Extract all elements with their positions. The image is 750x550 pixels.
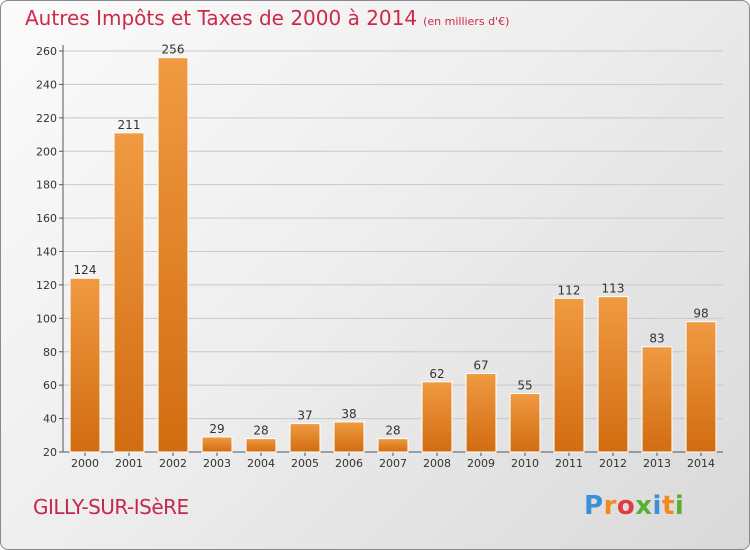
x-tick-label: 2002	[159, 457, 187, 470]
data-label: 124	[74, 263, 97, 277]
y-tick-label: 100	[36, 312, 57, 325]
bar-2008	[421, 381, 453, 453]
x-tick-label: 2001	[115, 457, 143, 470]
bar-2006	[333, 421, 365, 453]
data-label: 38	[341, 407, 356, 421]
logo-letter: r	[603, 491, 617, 521]
logo-letter: x	[635, 491, 653, 521]
x-tick-label: 2004	[247, 457, 275, 470]
data-label: 55	[517, 379, 532, 393]
y-tick-label: 40	[43, 413, 57, 426]
y-tick-label: 160	[36, 212, 57, 225]
data-label: 28	[385, 424, 400, 438]
x-tick-label: 2014	[687, 457, 715, 470]
bar-2009	[465, 372, 497, 453]
label-layer: 124 211 256 29 28 37 38 28 62 67 55 112 113 83 98	[74, 43, 709, 438]
data-label: 83	[649, 332, 664, 346]
y-tick-label: 200	[36, 145, 57, 158]
y-tick-label: 20	[43, 446, 57, 459]
data-label: 62	[429, 367, 444, 381]
x-tick-label: 2012	[599, 457, 627, 470]
x-tick-label: 2000	[71, 457, 99, 470]
logo-letter: i	[674, 491, 685, 521]
y-tick-label: 220	[36, 112, 57, 125]
logo-letter: i	[652, 491, 662, 521]
logo-letter: t	[661, 491, 675, 521]
proxiti-logo: Proxiti	[584, 491, 684, 521]
x-tick-label: 2008	[423, 457, 451, 470]
x-tick-label: 2011	[555, 457, 583, 470]
y-tick-label: 140	[36, 246, 57, 259]
data-label: 98	[693, 307, 708, 321]
x-tick-label: 2010	[511, 457, 539, 470]
bar-2001	[113, 132, 145, 453]
logo-letter: P	[584, 491, 604, 521]
bar-2010	[509, 393, 541, 453]
data-label: 256	[162, 43, 185, 57]
data-label: 28	[253, 424, 268, 438]
y-tick-label: 260	[36, 45, 57, 58]
x-tick-label: 2013	[643, 457, 671, 470]
bar-2002	[157, 57, 189, 453]
bar-2007	[377, 438, 409, 453]
bar-2011	[553, 297, 585, 453]
y-tick-label: 240	[36, 78, 57, 91]
x-tick-label: 2009	[467, 457, 495, 470]
data-label: 211	[118, 118, 141, 132]
y-tick-label: 60	[43, 379, 57, 392]
y-tick-label: 80	[43, 346, 57, 359]
x-tick-label: 2006	[335, 457, 363, 470]
y-tick-label: 120	[36, 279, 57, 292]
title-text: Autres Impôts et Taxes de 2000 à 2014	[25, 6, 418, 30]
data-label: 112	[558, 283, 581, 297]
bar-layer	[69, 57, 717, 453]
chart-title: Autres Impôts et Taxes de 2000 à 2014 (en…	[25, 6, 509, 30]
y-tick-label: 180	[36, 179, 57, 192]
commune-name: GILLY-SUR-ISèRE	[33, 495, 189, 519]
bar-2000	[69, 277, 101, 453]
x-tick-label: 2005	[291, 457, 319, 470]
chart-subtitle: (en milliers d'€)	[423, 15, 510, 28]
bar-2003	[201, 436, 233, 453]
data-label: 67	[473, 358, 488, 372]
data-label: 37	[297, 409, 312, 423]
x-tick-label: 2007	[379, 457, 407, 470]
data-label: 113	[602, 282, 625, 296]
x-tick-label: 2003	[203, 457, 231, 470]
logo-letter: o	[616, 491, 636, 521]
bar-2012	[597, 296, 629, 453]
axis-layer: 20 40 60 80 100 120 140 160 180 200 220 240 260 2000 2…	[36, 45, 723, 470]
data-label: 29	[209, 422, 224, 436]
bar-2004	[245, 438, 277, 453]
bar-2005	[289, 423, 321, 453]
bar-2013	[641, 346, 673, 453]
bar-2014	[685, 321, 717, 453]
